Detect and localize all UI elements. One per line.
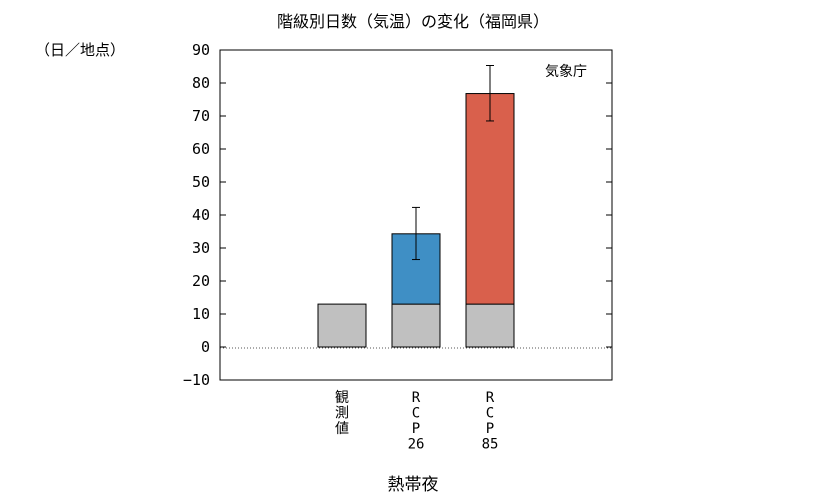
bar-base: [465, 303, 515, 348]
y-tick-label: 40: [192, 206, 210, 224]
category-label: C: [412, 406, 420, 422]
y-axis-unit-label: （日／地点）: [35, 41, 125, 59]
y-tick-label: 90: [192, 41, 210, 59]
category-label: 85: [482, 437, 499, 453]
y-tick-label: 20: [192, 272, 210, 290]
category-label: 26: [408, 437, 425, 453]
bar-change: [465, 93, 515, 305]
y-tick-label: 10: [192, 305, 210, 323]
category-label: P: [412, 421, 420, 437]
category-label: P: [486, 421, 494, 437]
y-tick-label: 80: [192, 74, 210, 92]
category-label: R: [412, 390, 421, 406]
y-tick-label: −10: [183, 371, 210, 389]
category-label: 値: [335, 421, 349, 437]
y-tick-label: 50: [192, 173, 210, 191]
y-tick-label: 0: [201, 338, 210, 356]
y-tick-label: 70: [192, 107, 210, 125]
y-tick-label: 60: [192, 140, 210, 158]
bar-base: [391, 303, 441, 348]
chart-title: 階級別日数（気温）の変化（福岡県）: [277, 12, 549, 31]
x-axis-label: 熱帯夜: [388, 475, 439, 495]
y-axis-ticks: −10 0 10 20 30 40 50 60 70 80 90: [183, 41, 612, 389]
category-label: 観: [335, 389, 349, 406]
category-label: 測: [335, 406, 349, 422]
source-label: 気象庁: [545, 64, 587, 80]
y-tick-label: 30: [192, 239, 210, 257]
category-label: C: [486, 406, 494, 422]
category-label: R: [486, 390, 495, 406]
bar-base: [317, 303, 367, 348]
error-bars: [412, 65, 494, 261]
